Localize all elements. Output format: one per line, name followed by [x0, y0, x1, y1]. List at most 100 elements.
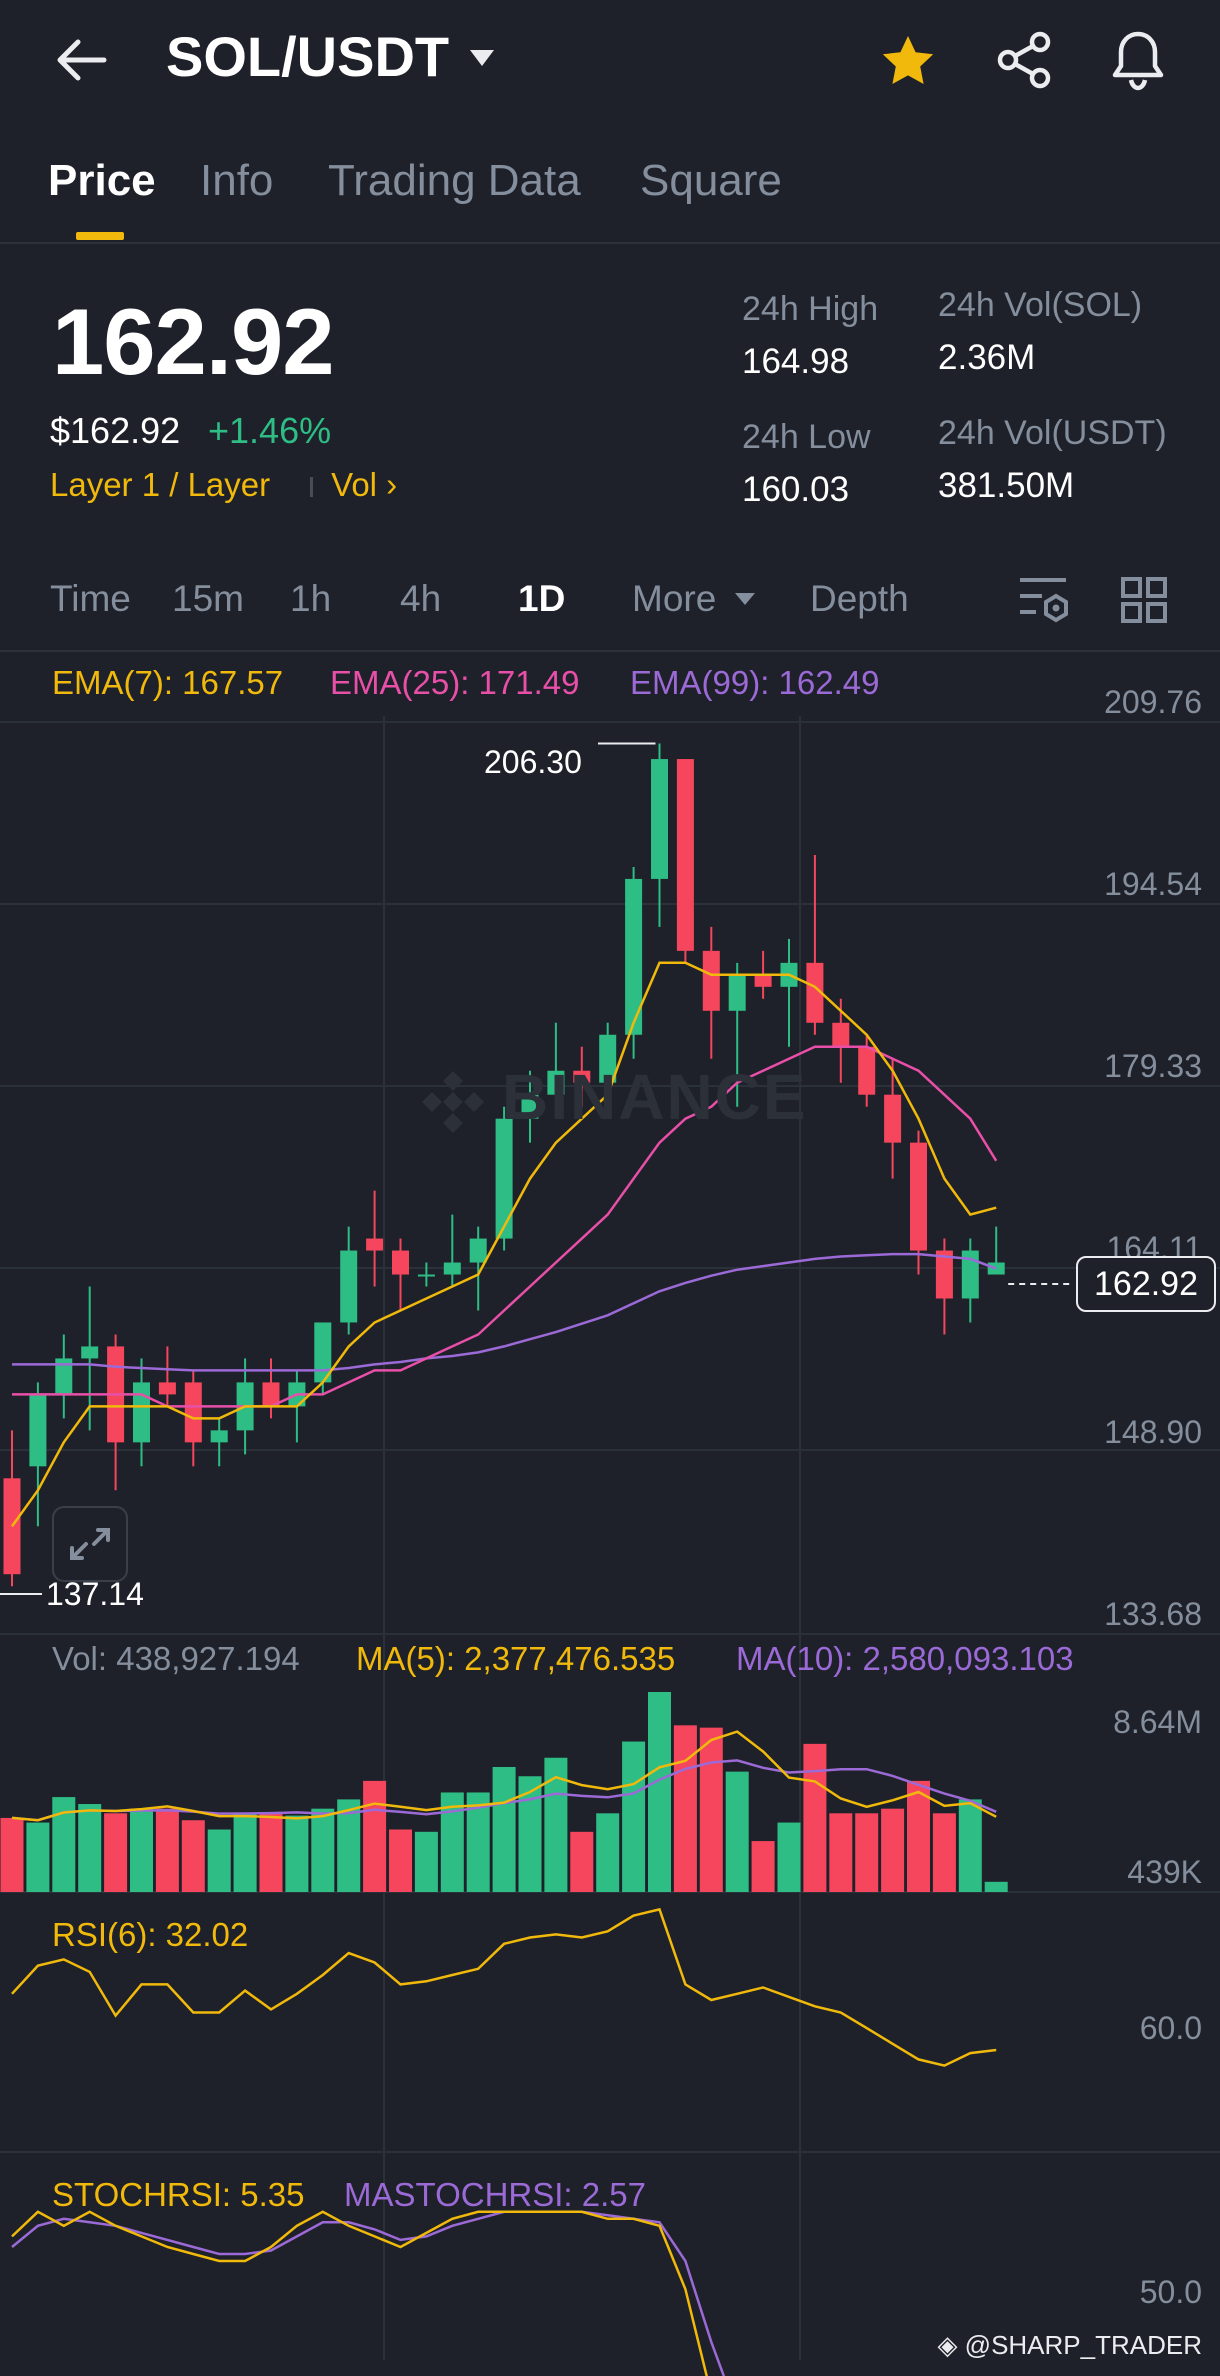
- footer-credit: ◈ @SHARP_TRADER: [937, 2330, 1202, 2361]
- interval-time[interactable]: Time: [50, 578, 131, 619]
- volume-bar: [958, 1799, 982, 1892]
- tab-price[interactable]: Price: [48, 156, 156, 205]
- volume-bar: [596, 1813, 620, 1892]
- volume-bar: [233, 1813, 257, 1892]
- mastochrsi-line: [11, 2210, 726, 2376]
- vol-label: Vol: 438,927.194: [52, 1640, 300, 1677]
- volume-bar: [984, 1881, 1008, 1892]
- interval-more[interactable]: More: [632, 578, 717, 619]
- volume-bar: [932, 1813, 956, 1892]
- volume-bar: [466, 1792, 490, 1892]
- fullscreen-button[interactable]: [52, 1506, 128, 1582]
- ema99-label: EMA(99): 162.49: [630, 664, 880, 701]
- volume-bar: [0, 1817, 24, 1892]
- stat-low-label: 24h Low: [742, 418, 871, 456]
- volume-bar: [285, 1815, 309, 1892]
- chevron-right-icon[interactable]: ›: [377, 466, 398, 503]
- category-label[interactable]: Layer 1 / Layer: [50, 466, 271, 503]
- candle-body: [961, 1250, 979, 1299]
- volume-bar: [130, 1808, 153, 1892]
- candle-body: [884, 1094, 902, 1143]
- price-tick: 194.54: [1104, 866, 1202, 902]
- candle-body: [702, 950, 720, 1011]
- candle-body: [29, 1394, 47, 1467]
- ema25-line: [12, 1045, 998, 1408]
- candle-body: [625, 878, 643, 1035]
- volume-bar: [648, 1692, 671, 1892]
- candle-body: [547, 1070, 565, 1095]
- footer-text: @SHARP_TRADER: [964, 2330, 1202, 2360]
- active-tab-indicator: [76, 232, 124, 240]
- star-icon[interactable]: [878, 32, 938, 92]
- ema25-label: EMA(25): 171.49: [330, 664, 580, 701]
- volume-bar: [259, 1813, 283, 1892]
- interval-1h[interactable]: 1h: [290, 578, 332, 619]
- ema7-label: EMA(7): 167.57: [52, 664, 284, 701]
- volume-bar: [363, 1780, 387, 1892]
- indicator-settings-icon[interactable]: [1016, 574, 1070, 626]
- pair-title[interactable]: SOL/USDT: [166, 25, 450, 88]
- candle-body: [676, 759, 694, 951]
- volume-bar: [907, 1780, 930, 1892]
- ma10-label: MA(10): 2,580,093.103: [736, 1640, 1074, 1677]
- volume-bar: [699, 1727, 723, 1892]
- candle-body: [599, 1034, 617, 1083]
- tab-square[interactable]: Square: [640, 156, 782, 205]
- tab-info[interactable]: Info: [200, 156, 274, 205]
- candle-body: [184, 1382, 202, 1443]
- rsi-tick: 60.0: [1139, 2010, 1202, 2046]
- more-caret-icon[interactable]: [734, 592, 756, 606]
- volume-bar: [777, 1822, 801, 1892]
- stat-vol-sol-value: 2.36M: [938, 338, 1036, 377]
- candle-body: [858, 1046, 876, 1095]
- candle-body: [573, 1070, 591, 1083]
- stochrsi-line: [11, 2210, 708, 2376]
- candle-body: [832, 1022, 850, 1047]
- grid-layout-icon[interactable]: [1120, 576, 1168, 624]
- interval-1d[interactable]: 1D: [518, 578, 566, 619]
- volume-bar: [751, 1841, 775, 1892]
- vol-tick: 439K: [1127, 1854, 1202, 1890]
- volume-bar: [622, 1741, 646, 1892]
- volume-bar: [207, 1829, 231, 1892]
- candle-body: [133, 1382, 150, 1443]
- candle-body: [651, 759, 668, 879]
- volume-bar: [570, 1831, 594, 1892]
- last-price: 162.92: [52, 289, 335, 394]
- rsi-line: [11, 1907, 997, 2067]
- tabs-divider: [0, 242, 1220, 244]
- candle-body: [754, 974, 772, 987]
- candle-body: [158, 1382, 176, 1395]
- volume-bar: [544, 1757, 568, 1892]
- stat-vol-usdt-value: 381.50M: [938, 466, 1075, 505]
- stat-vol-sol-label: 24h Vol(SOL): [938, 286, 1143, 324]
- candle-body: [495, 1118, 513, 1239]
- interval-depth[interactable]: Depth: [810, 578, 909, 619]
- candle-body: [55, 1358, 73, 1395]
- binance-logo-icon: [422, 1071, 484, 1134]
- binance-small-icon: ◈: [937, 2330, 965, 2360]
- category-tag[interactable]: Layer 1 / Layer Vol ›: [50, 466, 397, 504]
- back-arrow-icon[interactable]: [50, 30, 110, 90]
- ema7-line: [10, 961, 997, 1528]
- vol-link[interactable]: Vol: [331, 466, 377, 503]
- price-tick: 179.33: [1104, 1048, 1202, 1084]
- candle-body: [935, 1250, 953, 1299]
- tag-divider: [310, 477, 314, 498]
- volume-bar: [803, 1743, 827, 1892]
- volume-bar: [26, 1822, 50, 1892]
- interval-4h[interactable]: 4h: [400, 578, 442, 619]
- tab-trading-data[interactable]: Trading Data: [328, 156, 581, 205]
- candle-body: [81, 1346, 99, 1359]
- interval-15m[interactable]: 15m: [172, 578, 244, 619]
- watermark-logo: BINANCE: [418, 1060, 808, 1137]
- low-marker-label: 137.14: [46, 1576, 144, 1612]
- bell-icon[interactable]: [1108, 28, 1168, 92]
- candle-body: [210, 1430, 228, 1443]
- stat-low-value: 160.03: [742, 470, 850, 509]
- share-icon[interactable]: [994, 30, 1054, 90]
- volume-bar: [492, 1767, 516, 1892]
- volume-bar: [337, 1799, 361, 1892]
- chevron-down-icon[interactable]: [468, 48, 496, 68]
